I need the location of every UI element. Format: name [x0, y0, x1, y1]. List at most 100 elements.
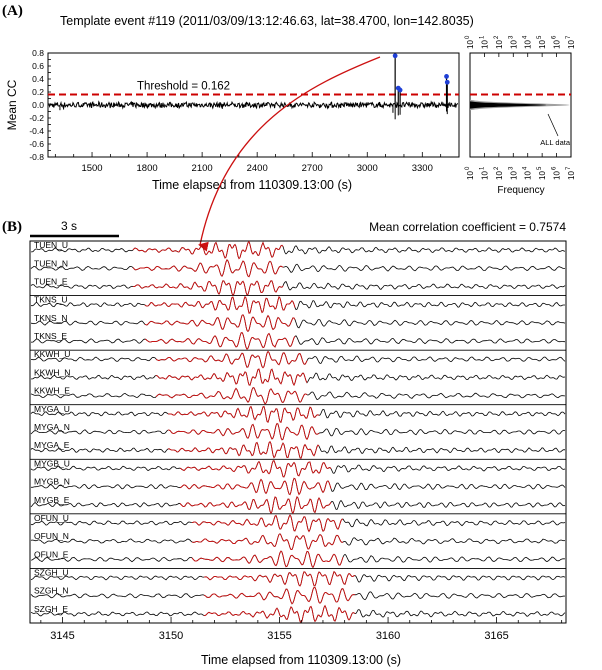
- template-SZGH_E: [203, 604, 356, 624]
- hist-top-tick-label: 100: [465, 35, 475, 49]
- trace-label: TUEN_U: [34, 240, 68, 250]
- template-TUEN_N: [132, 258, 284, 278]
- y-tick-label: 0.2: [32, 87, 44, 97]
- hist-top-tick-exponent: 3: [508, 35, 514, 39]
- hist-bottom-tick-label: 107: [566, 166, 576, 180]
- template-MYGB_U: [179, 460, 332, 478]
- trace-label: MYGB_E: [34, 495, 70, 505]
- x-tick-label: 2700: [302, 163, 323, 174]
- histogram-ticks: 1001001011011021021031031041041051051061…: [465, 35, 576, 180]
- station-separators: [30, 295, 566, 569]
- hist-bottom-tick-label: 102: [494, 166, 504, 180]
- histogram-xlabel: Frequency: [497, 185, 544, 196]
- waveform-KKWH_U: [30, 350, 566, 369]
- hist-top-tick-exponent: 7: [566, 35, 572, 39]
- trace-label: MYGB_U: [34, 458, 70, 468]
- hist-top-tick-base: 10: [509, 40, 518, 49]
- hist-bottom-tick-exponent: 0: [465, 166, 471, 170]
- mean-cc-ylabel: Mean CC: [5, 79, 19, 130]
- hist-bottom-tick-base: 10: [567, 171, 576, 180]
- detection-point: [392, 53, 398, 59]
- hist-top-tick-exponent: 4: [523, 35, 529, 39]
- waveform-OFUN_N: [30, 533, 566, 550]
- detection-point: [444, 79, 450, 85]
- hist-top-tick-label: 105: [537, 35, 547, 49]
- hist-top-tick-base: 10: [553, 40, 562, 49]
- detection-point: [397, 87, 403, 93]
- hist-bottom-tick-label: 105: [537, 166, 547, 180]
- y-tick-label: -0.8: [29, 152, 44, 162]
- hist-bottom-tick-label: 106: [552, 166, 562, 180]
- detection-markers: [392, 53, 450, 105]
- waveform-TKNS_N: [30, 314, 566, 332]
- mean-cc-y-axis: -0.8 -0.6 -0.4 -0.2 0.0 0.2 0.4 0.6 0.8: [29, 48, 51, 162]
- trace-label: SZGH_E: [34, 604, 68, 614]
- x-tick-label: 1500: [81, 163, 102, 174]
- trace-label: OFUN_U: [34, 513, 69, 523]
- hist-bottom-tick-base: 10: [480, 171, 489, 180]
- waveform-MYGA_N: [30, 422, 566, 441]
- mean-cc-value-label: Mean correlation coefficient = 0.7574: [369, 220, 566, 234]
- y-tick-label: -0.4: [29, 126, 44, 136]
- template-TUEN_E: [132, 280, 284, 296]
- template-KKWH_U: [155, 350, 308, 369]
- hist-top-tick-base: 10: [524, 40, 533, 49]
- hist-bottom-tick-exponent: 7: [566, 166, 572, 170]
- x-tick-label: 3155: [267, 630, 291, 642]
- hist-bottom-tick-label: 100: [465, 166, 475, 180]
- hist-bottom-tick-base: 10: [509, 171, 518, 180]
- waveform-TUEN_E: [30, 280, 566, 296]
- template-KKWH_E: [155, 387, 308, 405]
- all-data-pointer: [547, 113, 559, 137]
- hist-top-tick-exponent: 1: [479, 35, 485, 39]
- panel-b-label: (B): [2, 219, 22, 235]
- x-tick-label: 1800: [137, 163, 158, 174]
- hist-top-tick-base: 10: [480, 40, 489, 49]
- hist-top-tick-label: 106: [552, 35, 562, 49]
- template-TKNS_N: [144, 314, 296, 333]
- hist-top-tick-label: 102: [494, 35, 504, 49]
- x-tick-label: 2400: [247, 163, 268, 174]
- hist-top-tick-base: 10: [567, 40, 576, 49]
- hist-bottom-tick-base: 10: [553, 171, 562, 180]
- waveform-frame: [29, 240, 567, 624]
- trace-label: MYGA_N: [34, 422, 70, 432]
- waveform-xlabel: Time elapsed from 110309.13:00 (s): [201, 653, 401, 667]
- trace-label: TUEN_N: [34, 258, 68, 268]
- mean-cc-x-axis: 1500 1800 2100 2400 2700 3000 3300: [54, 152, 442, 174]
- panel-a-title: Template event #119 (2011/03/09/13:12:46…: [60, 14, 474, 28]
- hist-bottom-tick-exponent: 4: [523, 166, 529, 170]
- template-TUEN_U: [132, 240, 284, 260]
- y-tick-label: -0.2: [29, 113, 44, 123]
- waveform-traces: TUEN_U TUEN_N TUEN_E TKNS_U TKNS_N TKNS_E KKWH…: [30, 240, 566, 624]
- template-MYGB_E: [179, 496, 332, 515]
- waveform-x-axis: 3145 3150 3155 3160 3165: [40, 617, 563, 642]
- mean-cc-spikes: [59, 105, 448, 120]
- template-KKWH_N: [155, 368, 308, 386]
- hist-top-tick-exponent: 6: [552, 35, 558, 39]
- hist-bottom-tick-exponent: 5: [537, 166, 543, 170]
- histogram-plot: 1001001011011021021031031041041051051061…: [465, 35, 576, 180]
- waveform-plot: TUEN_U TUEN_N TUEN_E TKNS_U TKNS_N TKNS_E KKWH…: [29, 240, 567, 642]
- x-tick-label: 3145: [50, 630, 74, 642]
- x-tick-label: 2100: [192, 163, 213, 174]
- y-tick-label: 0.6: [32, 61, 44, 71]
- hist-top-tick-base: 10: [538, 40, 547, 49]
- hist-top-tick-label: 104: [523, 35, 533, 49]
- mean-cc-series: [48, 100, 459, 110]
- y-tick-label: 0.8: [32, 48, 44, 58]
- hist-bottom-tick-exponent: 1: [479, 166, 485, 170]
- y-tick-label: 0.0: [32, 100, 44, 110]
- trace-label: KKWH_N: [34, 367, 70, 377]
- hist-bottom-tick-exponent: 6: [552, 166, 558, 170]
- trace-label: OFUN_E: [34, 549, 69, 559]
- trace-label: TKNS_E: [34, 331, 67, 341]
- template-OFUN_E: [191, 550, 344, 569]
- hist-top-tick-label: 107: [566, 35, 576, 49]
- trace-label: MYGA_U: [34, 404, 70, 414]
- hist-bottom-tick-base: 10: [495, 171, 504, 180]
- template-MYGB_N: [179, 477, 332, 496]
- hist-top-tick-exponent: 2: [494, 35, 500, 39]
- hist-bottom-tick-label: 104: [523, 166, 533, 180]
